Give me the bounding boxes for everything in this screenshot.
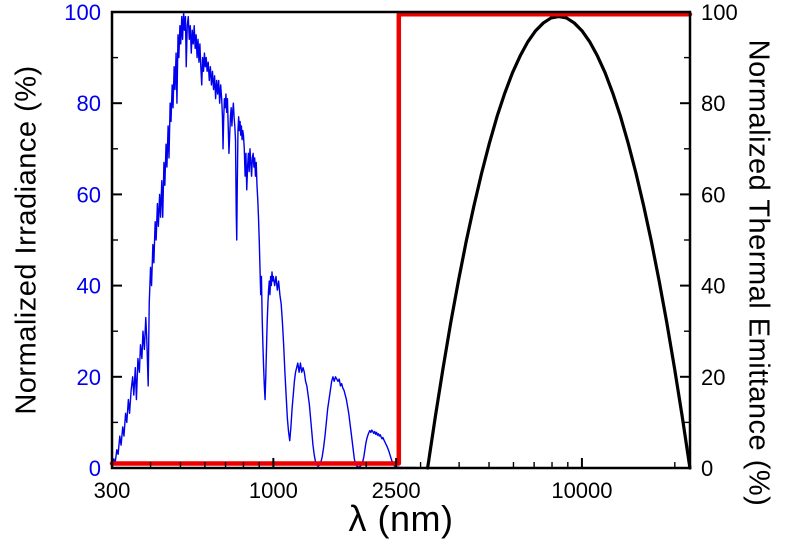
y-left-tick-label: 100	[64, 0, 101, 25]
right-y-axis-title: Normalized Thermal Emittance (%)	[742, 39, 775, 507]
x-tick-label: 1000	[249, 478, 298, 503]
y-left-tick-label: 40	[77, 274, 101, 299]
y-right-tick-label: 0	[701, 456, 713, 481]
y-right-tick-label: 60	[701, 182, 725, 207]
y-left-tick-label: 80	[77, 91, 101, 116]
y-left-tick-label: 60	[77, 182, 101, 207]
left-y-axis-title: Normalized Irradiance (%)	[10, 65, 43, 415]
ideal-emitter-step-curve	[109, 12, 693, 466]
thermal-emittance-spectrum-curve	[426, 14, 692, 470]
solar-irradiance-spectrum-curve	[111, 11, 417, 469]
y-right-tick-label: 20	[701, 365, 725, 390]
x-tick-label: 2500	[372, 478, 421, 503]
x-axis-title: λ (nm)	[348, 498, 454, 539]
y-right-tick-label: 100	[701, 0, 738, 25]
y-left-tick-label: 0	[89, 456, 101, 481]
x-tick-label: 300	[94, 478, 131, 503]
y-right-tick-label: 40	[701, 274, 725, 299]
y-left-tick-label: 20	[77, 365, 101, 390]
y-right-tick-label: 80	[701, 91, 725, 116]
x-tick-label: 10000	[551, 478, 612, 503]
